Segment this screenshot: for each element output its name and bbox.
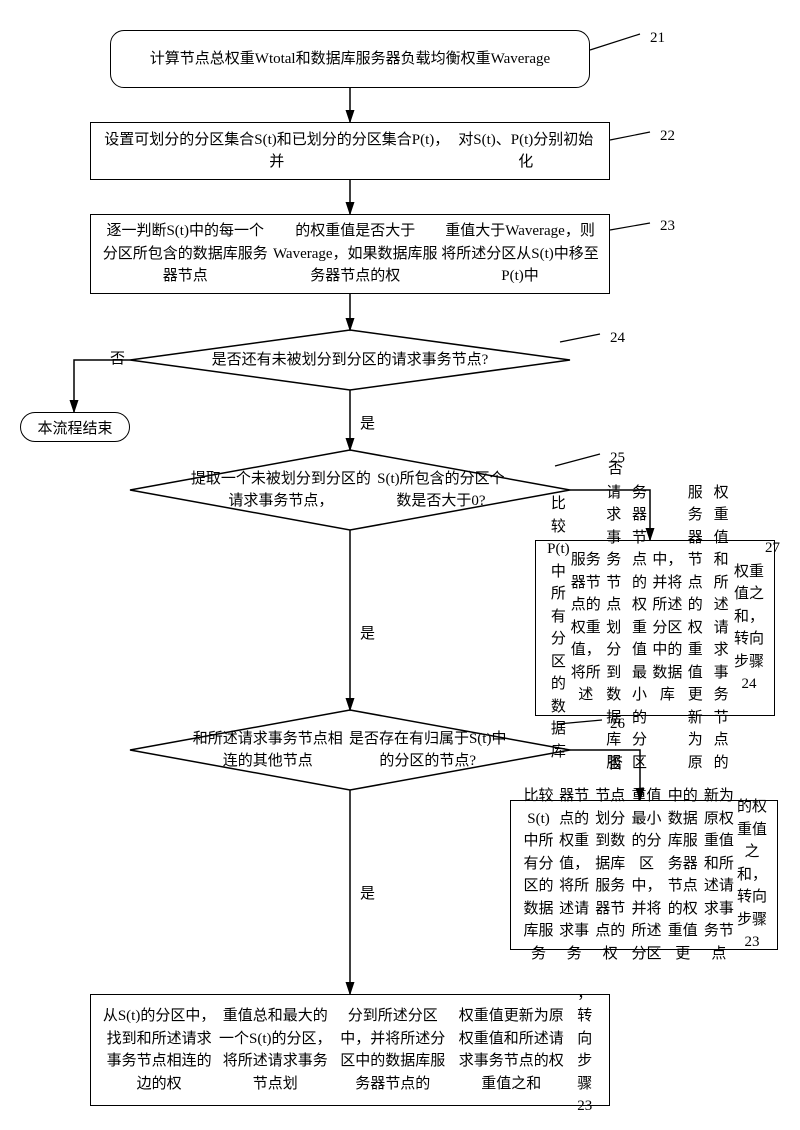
diamond-line: 提取一个未被划分到分区的请求事务节点， [190,468,372,513]
node-line: 新为原权重值和所述请求事务节点 [701,785,737,965]
label-26-no: 否 [608,752,623,773]
node-line: 和数据库服务器负载均衡权重Waverage [296,48,551,71]
node-line: 设置可划分的分区集合S(t)和已划分的分区集合P(t)，并 [101,129,453,174]
step-num-26: 26 [610,716,625,733]
diamond-line: 是否存在有归属于S(t)中的分区的节点? [345,728,510,773]
step-num-25: 25 [610,450,625,467]
node-line: 器节点的权重值，将所述请求事务 [556,785,592,965]
node-line: 重值最小的分区中，并将所述分区 [628,785,664,965]
node-28: 比较S(t)中所有分区的数据库服务器节点的权重值，将所述请求事务节点划分到数据库… [510,800,778,950]
diamond-line: S(t)所包含的分区个数是否大于0? [372,468,510,513]
label-26-yes: 是 [360,882,375,903]
node-line: 权重值和所述请求事务节点的 [708,482,734,775]
node-line: 节点划分到数据库服务器节点的权 [592,785,628,965]
diamond-24: 是否还有未被划分到分区的请求事务节点? [130,330,570,390]
node-line: 重值总和最大的一个S(t)的分区，将所述请求事务节点划 [217,1005,333,1095]
node-line: 比较S(t)中所有分区的数据库服务 [521,785,556,965]
node-21: 计算节点总权重Wtotal和数据库服务器负载均衡权重Waverage [110,30,590,88]
node-line: 分到所述分区中，并将所述分区中的数据库服务器节点的 [333,1005,452,1095]
node-line: 权重值更新为原权重值和所述请求事务节点的权重值之和 [452,1005,571,1095]
node-line: 中的数据库服务器节点的权重值更 [665,785,701,965]
callout-line [610,223,650,230]
node-23: 逐一判断S(t)中的每一个分区所包含的数据库服务器节点的权重值是否大于Waver… [90,214,610,294]
node-line: 计算节点总权重Wtotal [150,48,296,71]
callout-line [590,34,640,50]
node-line: 的权重值是否大于Waverage，如果数据库服务器节点的权 [269,220,441,288]
step-num-27: 27 [765,540,780,557]
node-line: 服务器节点的权重值，将所述 [571,549,601,707]
diamond-26: 和所述请求事务节点相连的其他节点是否存在有归属于S(t)中的分区的节点? [130,710,570,790]
label-25-yes: 是 [360,622,375,643]
node-line: 对S(t)、P(t)分别初始化 [453,129,599,174]
node-line: 重值大于Waverage，则将所述分区从S(t)中移至P(t)中 [441,220,599,288]
node-27: 比较P(t)中所有分区的数据库服务器节点的权重值，将所述请求事务节点划分到数据库… [535,540,775,716]
diamond-line: 和所述请求事务节点相连的其他节点 [190,728,345,773]
callout-line [610,132,650,140]
node-line: 服务器节点的权重值更新为原 [682,482,708,775]
node-line: 务器节点的权重值最小的分区 [627,482,653,775]
step-num-23: 23 [660,218,675,235]
diamond-line: 是否还有未被划分到分区的请求事务节点? [212,349,489,372]
step-num-24: 24 [610,330,625,347]
label-24-no: 否 [110,347,125,368]
node-line: 的权重值之和，转向步骤23 [737,796,767,954]
node-line: 权重值之和，转向步骤24 [734,561,764,696]
label-24-yes: 是 [360,412,375,433]
terminator-text: 本流程结束 [37,417,112,438]
step-num-22: 22 [660,128,675,145]
node-29: 从S(t)的分区中，找到和所述请求事务节点相连的边的权重值总和最大的一个S(t)… [90,994,610,1106]
node-line: 从S(t)的分区中，找到和所述请求事务节点相连的边的权 [101,1005,217,1095]
terminator-end: 本流程结束 [20,412,130,442]
step-num-21: 21 [650,30,665,47]
node-line: 逐一判断S(t)中的每一个分区所包含的数据库服务器节点 [101,220,269,288]
node-line: ，转向步骤23 [571,983,599,1118]
diamond-25: 提取一个未被划分到分区的请求事务节点，S(t)所包含的分区个数是否大于0? [130,450,570,530]
node-22: 设置可划分的分区集合S(t)和已划分的分区集合P(t)，并对S(t)、P(t)分… [90,122,610,180]
node-line: 中，并将所述分区中的数据库 [652,549,682,707]
